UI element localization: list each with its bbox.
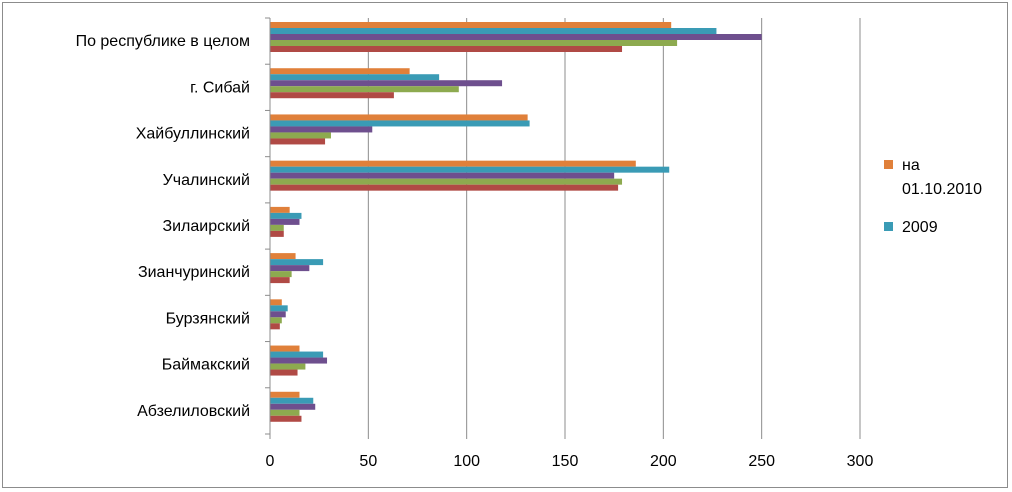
bar (270, 126, 373, 133)
category-label: Хайбуллинский (136, 126, 250, 143)
legend: на 01.10.2010 2009 (884, 157, 982, 236)
category-label: По республике в целом (76, 33, 250, 50)
x-tick-label: 300 (847, 453, 874, 470)
bar (270, 40, 678, 46)
bar (270, 212, 302, 219)
bar (270, 305, 288, 312)
category-label: Абзелиловский (137, 403, 250, 420)
x-tick-label: 0 (266, 453, 275, 470)
bar (270, 403, 316, 410)
bar (270, 172, 615, 179)
bar (270, 415, 302, 422)
bar (270, 86, 459, 93)
category-label: Зилаирский (162, 218, 250, 235)
bar (270, 230, 284, 237)
bar (270, 92, 394, 99)
x-tick-label: 50 (359, 453, 377, 470)
legend-label: на (902, 157, 920, 174)
legend-swatch (884, 222, 893, 231)
bar (270, 299, 282, 306)
x-tick-label: 200 (650, 453, 677, 470)
bars-layer (270, 22, 762, 422)
bar (270, 323, 280, 330)
bar (270, 317, 282, 324)
bar (270, 184, 619, 191)
x-tick-label: 150 (552, 453, 579, 470)
x-tick-label: 250 (748, 453, 775, 470)
bar (270, 369, 298, 376)
category-label: Баймакский (162, 357, 250, 374)
category-label: Учалинский (163, 172, 250, 189)
bar (270, 363, 306, 370)
bar (270, 22, 672, 28)
bar (270, 253, 296, 260)
bar (270, 265, 310, 272)
bar (270, 409, 300, 416)
bar (270, 345, 300, 352)
bar (270, 224, 284, 231)
bar (270, 351, 324, 358)
category-label: г. Сибай (190, 79, 250, 96)
bar (270, 138, 326, 145)
legend-label: 01.10.2010 (902, 181, 982, 198)
x-tick-label: 100 (453, 453, 480, 470)
bar (270, 68, 410, 75)
bar (270, 271, 292, 278)
legend-label: 2009 (902, 219, 938, 236)
bar (270, 277, 290, 284)
bar (270, 357, 328, 364)
bar (270, 206, 290, 213)
category-label: Зианчуринский (138, 264, 250, 281)
bar (270, 166, 670, 173)
bar (270, 397, 314, 404)
bar (270, 28, 717, 34)
bar (270, 391, 300, 398)
bar (270, 74, 440, 81)
bar (270, 160, 636, 167)
bar (270, 114, 528, 121)
bar (270, 80, 503, 87)
bar (270, 34, 762, 40)
bar (270, 311, 286, 318)
bar (270, 218, 300, 225)
bar (270, 46, 623, 52)
bar (270, 259, 324, 266)
bar (270, 178, 623, 185)
bar (270, 132, 331, 139)
axis-layer (265, 17, 861, 439)
bar (270, 120, 530, 127)
category-label: Бурзянский (166, 310, 250, 327)
legend-swatch (884, 160, 893, 169)
labels-layer: 0 50 100 150 200 250 300 По республике в целом г… (76, 33, 874, 470)
